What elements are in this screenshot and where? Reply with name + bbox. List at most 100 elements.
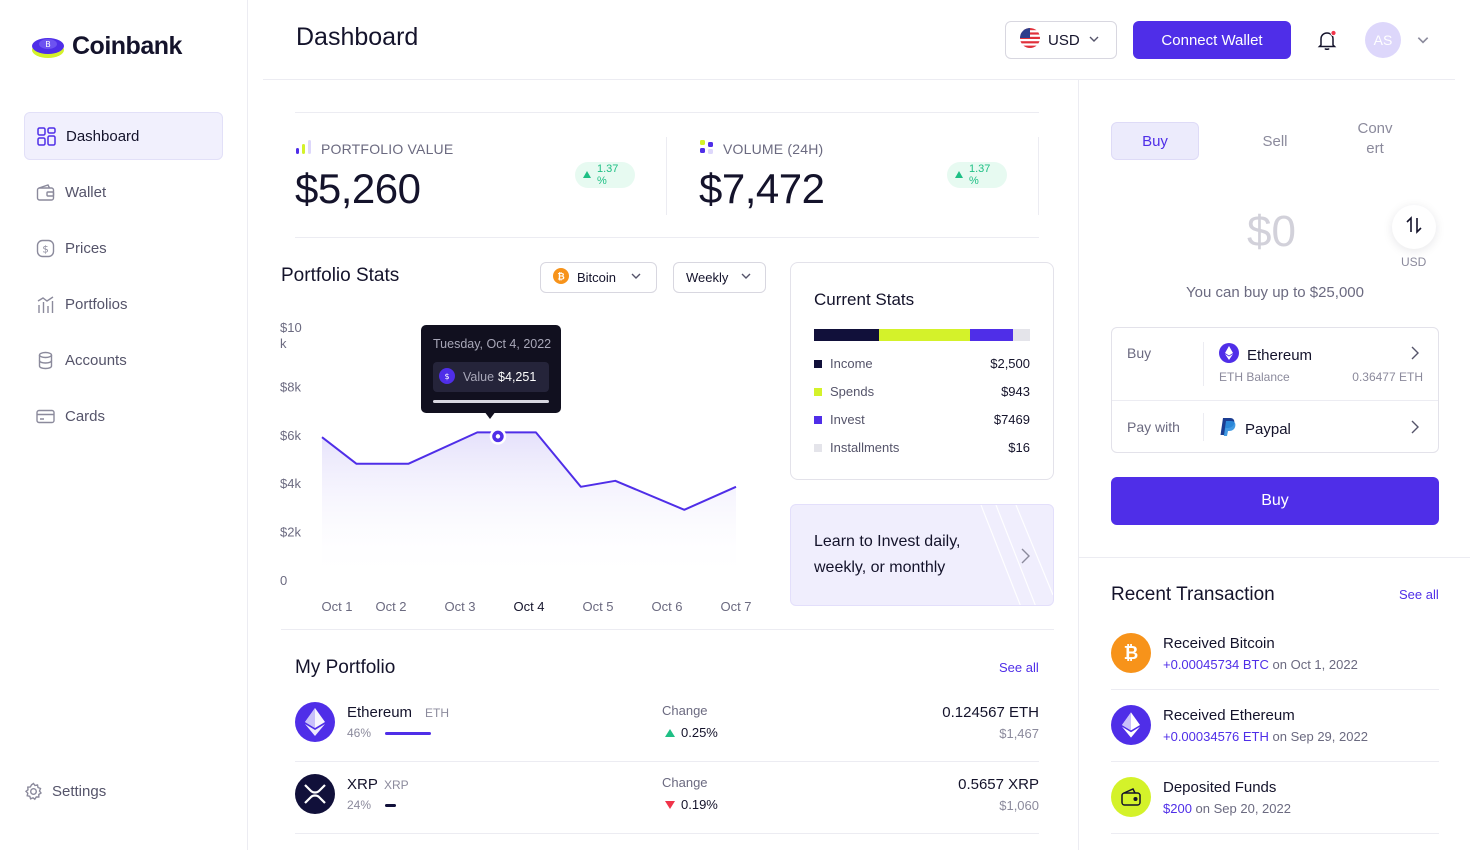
portfolio-value-label-wrap: PORTFOLIO VALUE — [295, 139, 453, 158]
learn-card[interactable]: Learn to Invest daily, weekly, or monthl… — [790, 504, 1054, 606]
coin-filter-value: Bitcoin — [577, 270, 617, 285]
bitcoin-icon: ₿ — [553, 268, 569, 287]
chart-highlight-dot — [495, 434, 501, 439]
legend-dot — [814, 415, 822, 424]
sidebar-item-prices[interactable]: $ Prices — [24, 224, 223, 272]
swap-arrows-icon — [1405, 215, 1423, 239]
bitcoin-icon: ₿ — [1111, 633, 1151, 673]
portfolio-row[interactable]: XRP XRP 24% Change 0.19% 0.5657 XRP $1,0… — [295, 762, 1039, 834]
stat-value: $2,500 — [990, 356, 1030, 371]
buy-asset-name: Ethereum — [1247, 346, 1313, 364]
pay-method-row[interactable]: Pay with Paypal — [1112, 401, 1438, 452]
sidebar-item-label: Cards — [65, 407, 106, 425]
notification-bell-icon[interactable] — [1315, 28, 1339, 52]
tooltip-value: $4,251 — [498, 370, 537, 384]
swap-currency-button[interactable] — [1392, 205, 1436, 249]
svg-text:₿: ₿ — [1124, 643, 1139, 664]
ethereum-icon — [1111, 705, 1151, 745]
period-filter-value: Weekly — [686, 270, 729, 285]
y-tick-label: $8k — [280, 379, 301, 394]
transaction-date: on Oct 1, 2022 — [1272, 657, 1358, 672]
currency-select[interactable]: USD — [1005, 21, 1117, 59]
portfolio-stats-title: Portfolio Stats — [281, 265, 400, 286]
row-separator — [295, 833, 1039, 834]
svg-text:B: B — [45, 40, 51, 49]
volume-label-wrap: VOLUME (24H) — [699, 139, 823, 158]
avatar[interactable]: AS — [1365, 22, 1401, 58]
row-separator — [1111, 689, 1439, 690]
svg-text:₿: ₿ — [557, 272, 564, 283]
settings-label: Settings — [52, 783, 107, 800]
transaction-amount: +0.00034576 ETH — [1163, 729, 1269, 744]
sidebar-item-dashboard[interactable]: Dashboard — [24, 112, 223, 160]
stats-bar-segment — [878, 329, 970, 341]
sidebar-item-accounts[interactable]: Accounts — [24, 336, 223, 384]
database-icon — [36, 351, 55, 370]
xrp-icon — [295, 774, 335, 814]
coin-name: Ethereum — [347, 704, 413, 721]
portfolio-chart[interactable]: $10k $8k $6k $4k $2k 0 Oct 1 Oct 2 Oct 3 Oct 4 Oct… — [270, 310, 760, 620]
portfolio-row[interactable]: Ethereum ETH 46% Change 0.25% 0.124567 E… — [295, 690, 1039, 762]
triangle-up-icon — [665, 725, 675, 740]
x-tick-label: Oct 7 — [720, 599, 751, 614]
coin-filter-dropdown[interactable]: ₿ Bitcoin — [540, 262, 657, 293]
row-divider — [1203, 413, 1204, 441]
y-tick-label: k — [280, 336, 287, 351]
current-stats-card: Current Stats Income $2,500 Spends $943 … — [790, 262, 1054, 480]
trade-panel: Buy Sell Conv ert $0 USD You can buy up … — [1078, 80, 1470, 850]
currency-value: USD — [1048, 31, 1080, 49]
sidebar-item-label: Portfolios — [65, 295, 128, 313]
pay-method: Paypal — [1219, 417, 1291, 441]
sidebar-item-wallet[interactable]: Wallet — [24, 168, 223, 216]
coin-amount: 0.124567 ETH — [942, 704, 1039, 721]
row-separator — [1111, 833, 1439, 834]
x-tick-label: Oct 6 — [651, 599, 682, 614]
buy-label: Buy — [1127, 345, 1152, 361]
chevron-down-icon[interactable] — [1416, 33, 1430, 52]
chart-area — [322, 432, 736, 580]
sidebar-item-cards[interactable]: Cards — [24, 392, 223, 440]
gear-icon — [24, 782, 43, 801]
sidebar-item-settings[interactable]: Settings — [24, 782, 106, 801]
buy-asset-row[interactable]: Buy Ethereum ETH Balance 0.36477 ETH — [1112, 328, 1438, 401]
portfolio-see-all-link[interactable]: See all — [999, 660, 1039, 675]
legend-dot — [814, 387, 822, 396]
coin-symbol: ETH — [425, 706, 449, 720]
grid-icon — [37, 126, 56, 146]
sidebar-item-label: Dashboard — [66, 127, 140, 145]
us-flag-icon — [1020, 28, 1040, 52]
transaction-detail: $200 on Sep 20, 2022 — [1163, 801, 1291, 816]
change-value-wrap: 0.25% — [665, 725, 718, 740]
sidebar: B Coinbank Dashboard Wallet $ Prices — [0, 0, 248, 850]
transaction-item[interactable]: Received Ethereum +0.00034576 ETH on Sep… — [1111, 705, 1439, 777]
buy-button[interactable]: Buy — [1111, 477, 1439, 525]
transactions-see-all-link[interactable]: See all — [1399, 587, 1439, 602]
stat-row-installments: Installments $16 — [814, 440, 1030, 455]
chevron-right-icon — [1019, 547, 1031, 570]
section-divider — [281, 629, 1054, 630]
row-divider — [1203, 342, 1204, 386]
transaction-item[interactable]: ₿ Received Bitcoin +0.00045734 BTC on Oc… — [1111, 633, 1439, 705]
transaction-amount: $200 — [1163, 801, 1192, 816]
bars-icon — [295, 139, 313, 158]
sidebar-item-portfolios[interactable]: Portfolios — [24, 280, 223, 328]
chart-line — [321, 431, 737, 511]
volume-label: VOLUME (24H) — [723, 140, 824, 157]
recent-transactions-title: Recent Transaction — [1111, 584, 1275, 605]
transaction-item[interactable]: Deposited Funds $200 on Sep 20, 2022 — [1111, 777, 1439, 849]
tab-buy[interactable]: Buy — [1111, 122, 1199, 160]
current-stats-title: Current Stats — [814, 290, 915, 309]
paypal-icon — [1219, 417, 1237, 441]
triangle-up-icon — [583, 169, 591, 181]
period-filter-dropdown[interactable]: Weekly — [673, 262, 766, 293]
connect-wallet-button[interactable]: Connect Wallet — [1133, 21, 1291, 59]
tab-sell[interactable]: Sell — [1262, 132, 1288, 150]
trade-amount[interactable]: $0 — [1247, 207, 1296, 256]
wallet-icon — [1111, 777, 1151, 817]
x-tick-label: Oct 2 — [375, 599, 406, 614]
logo[interactable]: B Coinbank — [32, 32, 182, 61]
tooltip-bar — [433, 400, 549, 403]
transaction-title: Deposited Funds — [1163, 779, 1277, 796]
tab-convert[interactable]: Conv ert — [1357, 120, 1393, 157]
chevron-down-icon — [740, 270, 752, 285]
